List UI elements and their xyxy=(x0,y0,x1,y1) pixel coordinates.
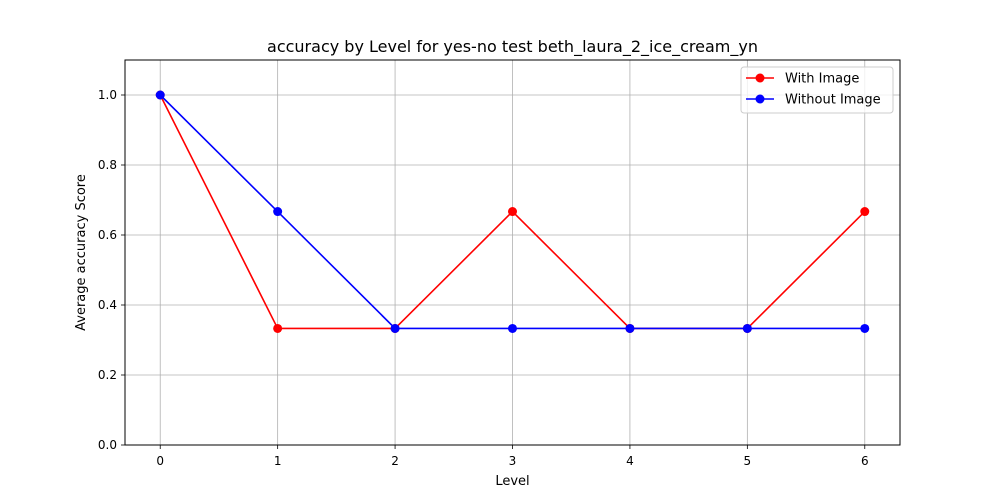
y-tick-label: 0.8 xyxy=(98,158,117,172)
series-1-point xyxy=(742,323,752,333)
grid xyxy=(125,60,900,446)
series-1-point xyxy=(860,323,870,333)
legend-label: Without Image xyxy=(785,93,881,108)
chart-title: accuracy by Level for yes-no test beth_l… xyxy=(267,37,758,57)
x-tick-label: 3 xyxy=(509,454,517,468)
series-0-point xyxy=(273,323,283,333)
axis-ticks: 0 1 2 3 4 5 6 0.0 0.2 0.4 0.6 0.8 1.0 xyxy=(98,88,869,468)
legend: With Image Without Image xyxy=(740,66,894,114)
x-tick-label: 6 xyxy=(861,454,869,468)
series-1-point xyxy=(508,323,517,333)
x-tick-label: 5 xyxy=(744,454,752,468)
legend-swatch-marker xyxy=(755,94,765,104)
legend-box xyxy=(740,66,894,114)
x-tick-label: 4 xyxy=(626,454,634,468)
series-1-point xyxy=(390,323,400,333)
series-0-point xyxy=(860,207,870,217)
x-tick-label: 2 xyxy=(391,454,399,468)
x-tick-label: 0 xyxy=(156,454,164,468)
y-axis-label: Average accuracy Score xyxy=(74,174,89,331)
legend-label: With Image xyxy=(785,72,859,87)
series-1-point xyxy=(625,323,635,333)
y-tick-label: 0.2 xyxy=(98,368,117,382)
y-tick-label: 1.0 xyxy=(98,88,117,102)
series-1-point xyxy=(273,207,283,217)
x-tick-label: 1 xyxy=(274,454,282,468)
y-tick-label: 0.4 xyxy=(98,298,117,312)
x-axis-label: Level xyxy=(495,474,529,489)
y-tick-label: 0.6 xyxy=(98,228,117,242)
series-0-point xyxy=(508,207,517,217)
series-layer xyxy=(155,90,870,333)
y-tick-label: 0.0 xyxy=(98,438,117,452)
legend-swatch-marker xyxy=(755,73,765,83)
series-1-point xyxy=(155,90,165,100)
